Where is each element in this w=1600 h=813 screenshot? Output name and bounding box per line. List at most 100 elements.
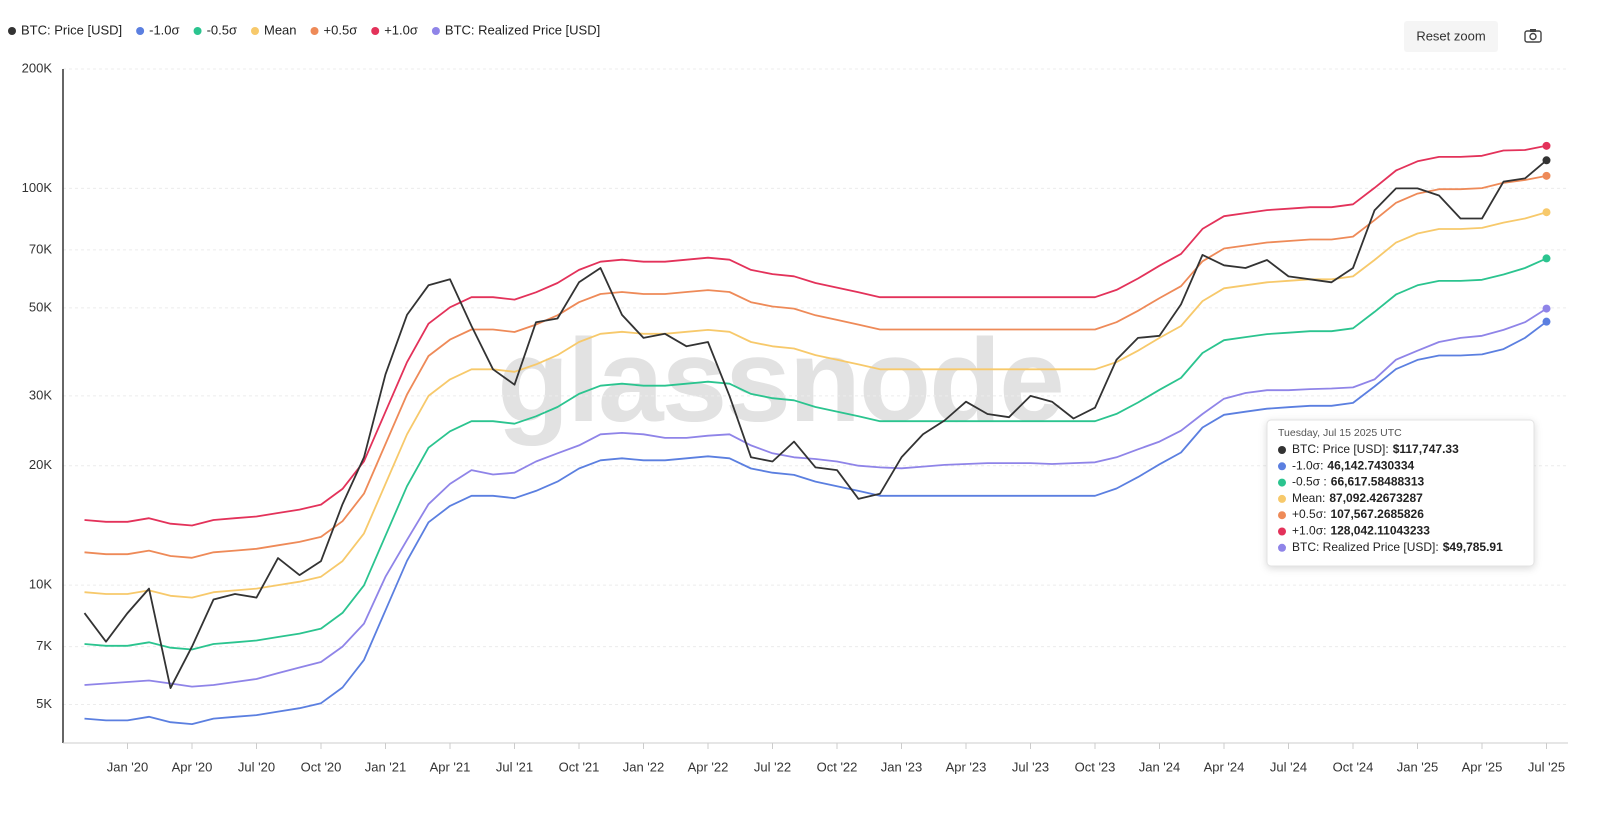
tooltip-title: Tuesday, Jul 15 2025 UTC <box>1278 427 1402 439</box>
series-line <box>84 144 1547 527</box>
legend-label: BTC: Price [USD] <box>21 22 122 37</box>
y-tick-label: 5K <box>36 696 52 711</box>
x-tick-label: Apr '24 <box>1204 759 1245 774</box>
tooltip-value: $117,747.33 <box>1393 442 1459 456</box>
x-tick-label: Oct '24 <box>1333 759 1374 774</box>
tooltip-value: 107,567.2685826 <box>1330 507 1424 521</box>
button-background[interactable] <box>1404 21 1498 52</box>
x-tick-label: Oct '22 <box>817 759 858 774</box>
tooltip-marker <box>1278 462 1286 471</box>
camera-lens[interactable] <box>1529 32 1537 41</box>
y-tick-label: 200K <box>22 60 53 75</box>
camera-top[interactable] <box>1530 29 1536 32</box>
x-tick-label: Jan '23 <box>881 759 923 774</box>
tooltip-label: +1.0σ: <box>1292 524 1326 538</box>
legend-label: +1.0σ <box>384 22 418 37</box>
plot-area: 5K 7K 10K 20K 30K 50K 70K 100K 200K Jan '20 Apr '2… <box>22 60 1568 774</box>
legend-marker <box>8 27 16 35</box>
end-point <box>1542 141 1551 150</box>
tooltip-row: +0.5σ: 107,567.2685826 <box>1292 507 1424 521</box>
end-point <box>1542 171 1551 180</box>
tooltip-row: +1.0σ: 128,042.11043233 <box>1292 524 1430 538</box>
x-tick-label: Jan '24 <box>1139 759 1181 774</box>
tooltip-label: BTC: Price [USD]: <box>1292 442 1389 456</box>
tooltip-marker <box>1278 527 1286 536</box>
x-tick-label: Jul '20 <box>238 759 275 774</box>
x-tick-label: Oct '21 <box>559 759 600 774</box>
series-line <box>84 257 1547 651</box>
legend-marker <box>193 27 202 35</box>
tooltip-value: 46,142.7430334 <box>1327 458 1414 472</box>
tooltip: Tuesday, Jul 15 2025 UTC BTC: Price [USD… <box>1266 419 1535 567</box>
legend-label: +0.5σ <box>324 22 358 37</box>
x-tick-label: Jan '20 <box>107 759 149 774</box>
y-tick-label: 70K <box>29 241 52 256</box>
legend-label: Mean <box>264 22 297 37</box>
x-tick-label: Oct '23 <box>1075 759 1116 774</box>
legend-marker <box>371 27 380 35</box>
watermark: glassnode <box>497 315 1063 447</box>
x-tick-label: Apr '20 <box>172 759 213 774</box>
end-point <box>1542 304 1551 313</box>
tooltip-marker <box>1278 543 1286 552</box>
y-tick-label: 50K <box>29 299 52 314</box>
legend-marker <box>310 27 319 35</box>
tooltip-value: 128,042.11043233 <box>1330 524 1430 538</box>
tooltip-row: BTC: Realized Price [USD]: $49,785.91 <box>1292 540 1503 554</box>
reset-zoom-button[interactable]: Reset zoom <box>1404 21 1498 52</box>
series-line <box>83 159 1548 689</box>
x-tick-label: Jan '21 <box>365 759 407 774</box>
tooltip-value: 66,617.58488313 <box>1331 475 1425 489</box>
tooltip-value: $49,785.91 <box>1443 540 1503 554</box>
y-tick-label: 10K <box>29 577 52 592</box>
tooltip-label: Mean: <box>1292 491 1325 505</box>
series-line <box>84 175 1547 559</box>
x-tick-label: Apr '21 <box>430 759 471 774</box>
camera-body[interactable] <box>1524 30 1542 43</box>
tooltip-value: 87,092.42673287 <box>1329 491 1423 505</box>
y-tick-label: 7K <box>36 638 52 653</box>
tooltip-label: -1.0σ: <box>1292 458 1323 472</box>
x-tick-label: Apr '22 <box>688 759 729 774</box>
x-tick-label: Jul '24 <box>1270 759 1307 774</box>
legend-label: -0.5σ <box>207 22 237 37</box>
tooltip-box <box>1266 419 1535 567</box>
legend-marker <box>251 27 259 35</box>
end-point <box>1542 156 1551 165</box>
legend-marker <box>431 27 440 35</box>
x-tick-label: Jan '25 <box>1397 759 1439 774</box>
tooltip-row: -1.0σ: 46,142.7430334 <box>1292 458 1415 472</box>
series-line <box>84 307 1547 688</box>
y-tick-label: 30K <box>29 387 52 402</box>
tooltip-row: -0.5σ : 66,617.58488313 <box>1292 475 1425 489</box>
legend-label: -1.0σ <box>149 22 179 37</box>
legend-marker <box>136 27 145 35</box>
x-tick-label: Oct '20 <box>301 759 342 774</box>
series-line <box>84 211 1547 599</box>
button-label[interactable]: Reset zoom <box>1416 28 1485 43</box>
end-point <box>1542 317 1551 326</box>
tooltip-label: +0.5σ: <box>1292 507 1326 521</box>
legend-label: BTC: Realized Price [USD] <box>445 22 600 37</box>
tooltip-marker <box>1278 478 1286 487</box>
tooltip-marker <box>1278 494 1286 503</box>
tooltip-label: BTC: Realized Price [USD]: <box>1292 540 1439 554</box>
x-tick-label: Jul '22 <box>754 759 791 774</box>
camera-icon[interactable] <box>1524 29 1542 43</box>
x-tick-label: Jan '22 <box>623 759 665 774</box>
y-tick-label: 20K <box>29 457 52 472</box>
tooltip-row: Mean: 87,092.42673287 <box>1292 491 1423 505</box>
tooltip-row: BTC: Price [USD]: $117,747.33 <box>1292 442 1459 456</box>
x-tick-label: Apr '23 <box>946 759 987 774</box>
series-line <box>84 320 1548 725</box>
tooltip-label: -0.5σ : <box>1292 475 1327 489</box>
tooltip-marker <box>1278 446 1286 454</box>
x-tick-label: Jul '21 <box>496 759 533 774</box>
x-tick-label: Jul '25 <box>1528 759 1565 774</box>
x-tick-label: Apr '25 <box>1462 759 1503 774</box>
y-tick-label: 100K <box>22 180 53 195</box>
end-point <box>1542 208 1551 217</box>
tooltip-marker <box>1278 511 1286 520</box>
x-tick-label: Jul '23 <box>1012 759 1049 774</box>
